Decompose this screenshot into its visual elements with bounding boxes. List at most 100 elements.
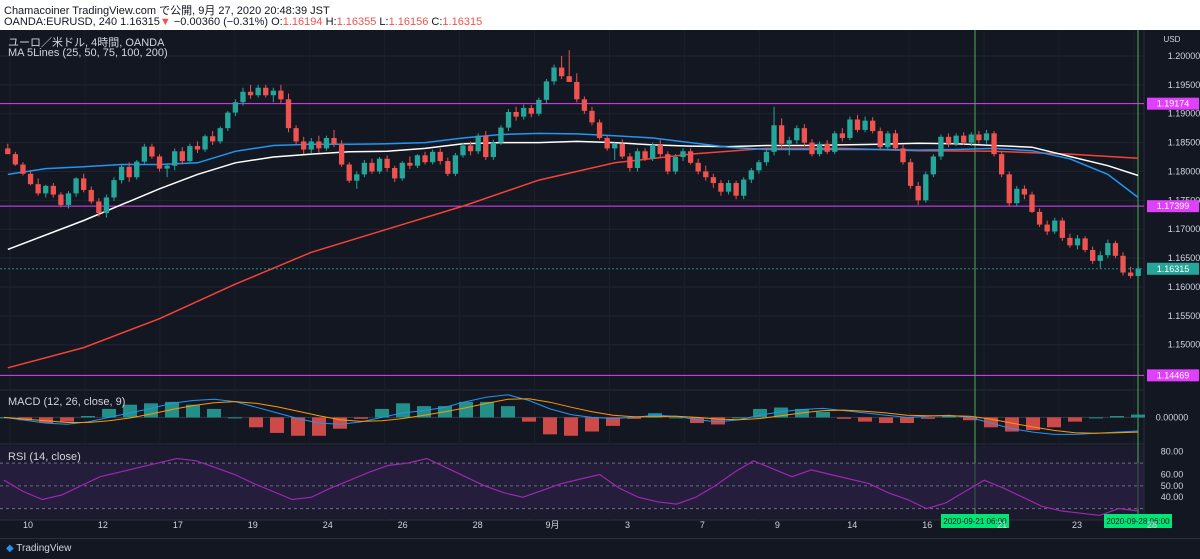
candle-body	[900, 148, 906, 163]
macd-histogram-bar	[1047, 417, 1061, 428]
candle-body	[278, 90, 284, 100]
macd-histogram-bar	[333, 417, 347, 429]
candle-body	[938, 136, 944, 157]
date-tick-label: 28	[473, 520, 483, 530]
candle-body	[627, 156, 633, 169]
macd-histogram-bar	[249, 417, 263, 428]
currency-label: USD	[1164, 35, 1181, 44]
macd-histogram-bar	[858, 417, 872, 422]
macd-histogram-bar	[39, 417, 53, 424]
macd-histogram-bar	[102, 408, 116, 418]
macd-histogram-bar	[669, 417, 683, 419]
candle-body	[703, 171, 709, 178]
candle-body	[923, 174, 929, 201]
macd-histogram-bar	[375, 408, 389, 418]
candle-body	[1067, 237, 1073, 246]
candle-body	[1090, 249, 1096, 261]
macd-histogram-bar	[81, 416, 95, 418]
date-tick-label: 14	[847, 520, 857, 530]
rsi-line	[3, 457, 1139, 517]
candle-body	[392, 168, 398, 179]
price-change: −0.00360 (−0.31%)	[173, 16, 269, 28]
publish-info: Chamacoiner TradingView.com で公開, 9月 27, …	[4, 5, 330, 17]
candle-body	[384, 158, 390, 169]
high-value: 1.16355	[336, 16, 377, 28]
candle-body	[953, 135, 959, 144]
candle-body	[12, 154, 19, 165]
candle-body	[1014, 188, 1020, 204]
macd-histogram-bar	[627, 417, 641, 419]
candle-body	[156, 156, 163, 169]
candle-body	[961, 135, 967, 143]
candle-body	[65, 193, 72, 205]
price-tick-label: 1.20000	[1168, 51, 1200, 61]
candle-body	[247, 91, 254, 96]
brand-label: ◆ TradingView	[6, 543, 72, 554]
macd-histogram-bar	[711, 417, 725, 425]
tradingview-logo-icon: ◆	[6, 543, 17, 554]
price-tick-label: 1.15500	[1168, 311, 1200, 321]
candle-body	[870, 120, 876, 132]
low-value: 1.16156	[388, 16, 429, 28]
candle-body	[832, 133, 838, 152]
date-tick-label: 12	[98, 520, 108, 530]
macd-histogram-bar	[501, 406, 515, 418]
macd-histogram-bar	[921, 417, 935, 419]
level-price-tag	[1147, 97, 1199, 110]
macd-histogram-bar	[270, 417, 284, 433]
ma-red-line	[7, 147, 1139, 369]
macd-histogram-bar	[963, 417, 977, 421]
candle-body	[968, 134, 974, 143]
date-tick-label: 19	[248, 520, 258, 530]
candle-body	[445, 161, 451, 174]
candle-body	[225, 112, 231, 129]
date-tick-label: 3	[625, 520, 630, 530]
candle-body	[718, 183, 724, 192]
candle-body	[619, 143, 625, 157]
candle-body	[824, 143, 830, 152]
last-price: 1.16315	[120, 16, 160, 28]
candle-body	[710, 177, 717, 184]
candle-body	[763, 151, 770, 163]
candle-body	[513, 111, 519, 117]
candle-body	[118, 166, 125, 181]
candle-body	[877, 131, 883, 148]
candle-body	[885, 133, 891, 148]
chart-title-legend: ユーロ／米ドル, 4時間, OANDA	[8, 37, 165, 49]
macd-histogram-bar	[123, 404, 137, 418]
candle-body	[847, 119, 853, 138]
candle-body	[179, 151, 185, 162]
macd-histogram-bar	[1089, 417, 1103, 419]
footer: ◆ TradingView	[0, 538, 1200, 559]
macd-histogram-bar	[753, 408, 767, 418]
candle-body	[854, 119, 861, 130]
candle-body	[741, 179, 747, 196]
candle-body	[862, 120, 868, 130]
candle-body	[354, 174, 360, 181]
candle-body	[73, 178, 79, 194]
candle-body	[1097, 255, 1103, 261]
macd-signal-line	[3, 398, 1139, 434]
price-tick-label: 1.18500	[1168, 138, 1200, 148]
candle-body	[437, 151, 443, 162]
open-label: O:	[271, 16, 283, 28]
candle-body	[839, 133, 845, 138]
date-marker-label: 2020-09-28 06:00	[1106, 517, 1170, 526]
trading-chart[interactable]: 1.200001.195001.190001.185001.180001.175…	[0, 30, 1200, 538]
macd-histogram-bar	[312, 417, 326, 436]
candle-body	[1127, 272, 1134, 276]
macd-histogram-bar	[186, 404, 200, 418]
candle-body	[58, 194, 64, 205]
date-marker-label: 2020-09-21 06:00	[943, 517, 1007, 526]
date-tick-label: 26	[398, 520, 408, 530]
candle-body	[338, 143, 345, 165]
candle-body	[521, 107, 527, 117]
candle-body	[301, 141, 307, 150]
rsi-tick-label: 80.00	[1161, 447, 1184, 457]
candle-body	[604, 137, 610, 149]
candle-body	[589, 110, 595, 123]
candle-body	[285, 99, 292, 129]
rsi-legend: RSI (14, close)	[8, 451, 81, 463]
date-marker-tag	[941, 514, 1009, 528]
candle-body	[551, 67, 557, 82]
